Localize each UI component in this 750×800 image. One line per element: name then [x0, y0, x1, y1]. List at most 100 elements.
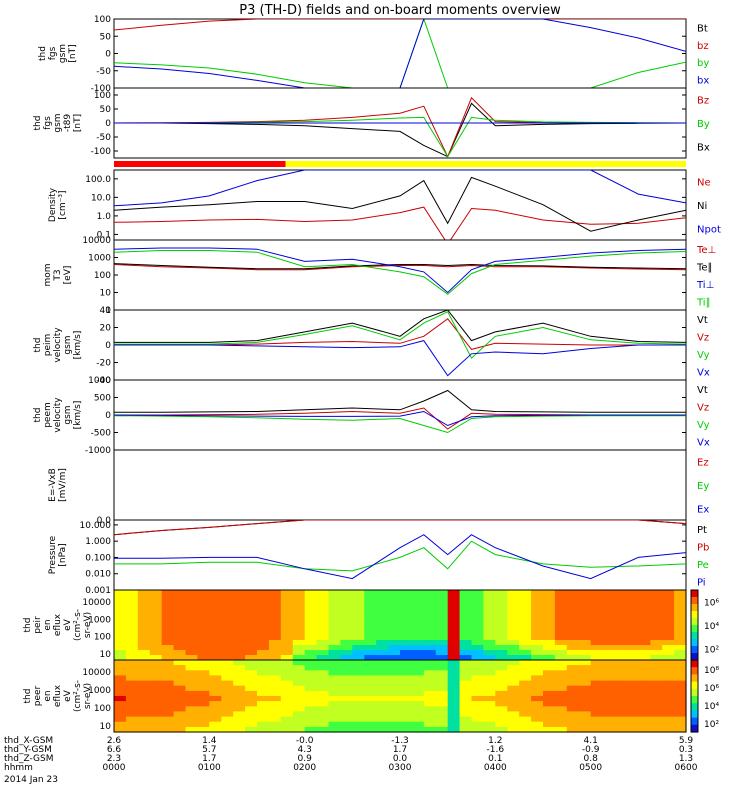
spectrogram-cell	[400, 716, 413, 723]
spectrogram-cell	[543, 625, 556, 631]
spectrogram-cell	[197, 615, 210, 621]
spectrogram-cell	[292, 590, 306, 596]
spectrogram-cell	[519, 726, 532, 733]
legend-entry: Vz	[697, 332, 709, 343]
spectrogram-cell	[590, 620, 604, 626]
footer-value: 1.3	[679, 754, 693, 764]
spectrogram-cell	[638, 721, 651, 728]
spectrogram-cell	[316, 625, 330, 631]
spectrogram-cell	[602, 675, 616, 682]
spectrogram-cell	[638, 595, 651, 601]
spectrogram-cell	[388, 645, 401, 651]
spectrogram-cell	[364, 690, 377, 697]
spectrogram-cell	[352, 690, 365, 697]
spectrogram-cell	[459, 640, 473, 646]
spectrogram-cell	[328, 701, 341, 707]
spectrogram-cell	[114, 680, 127, 687]
spectrogram-cell	[364, 620, 377, 626]
spectrogram-cell	[125, 721, 139, 728]
spectrogram-cell	[352, 665, 365, 671]
spectrogram-cell	[328, 615, 341, 621]
spectrogram-cell	[161, 721, 175, 728]
spectrogram-cell	[149, 660, 163, 666]
legend-entry: Vx	[697, 367, 710, 378]
spectrogram-cell	[435, 640, 449, 646]
spectrogram-cell	[185, 620, 198, 626]
spectrogram-cell	[471, 615, 484, 621]
spectrogram-cell	[292, 620, 306, 626]
spectrogram-cell	[578, 670, 592, 676]
spectrogram-cell	[161, 615, 175, 621]
legend-entry: bx	[697, 75, 709, 86]
spectrogram-cell	[257, 680, 270, 687]
spectrogram-cell	[554, 600, 568, 606]
spectrogram-cell	[316, 665, 330, 671]
y-tick-label: 1000	[88, 686, 111, 696]
spectrogram-cell	[161, 625, 175, 631]
spectrogram-cell	[257, 670, 270, 676]
spectrogram-cell	[352, 600, 365, 606]
spectrogram-cell	[328, 655, 341, 661]
spectrogram-cell	[626, 625, 639, 631]
spectrogram-cell	[280, 590, 294, 596]
spectrogram-cell	[257, 701, 270, 707]
spectrogram-cell	[185, 711, 198, 718]
spectrogram-cell	[507, 711, 520, 718]
spectrogram-cell	[483, 595, 496, 601]
spectrogram-cell	[137, 696, 151, 702]
spectrogram-cell	[578, 635, 592, 641]
spectrogram-cell	[423, 610, 437, 616]
spectrogram-cell	[614, 605, 627, 611]
spectrogram-cell	[233, 605, 246, 611]
spectrogram-cell	[114, 640, 127, 646]
spectrogram-cell	[185, 650, 198, 656]
spectrogram-cell	[173, 635, 187, 641]
spectrogram-cell	[459, 625, 473, 631]
spectrogram-cell	[566, 690, 580, 697]
spectrogram-cell	[531, 665, 544, 671]
spectrogram-cell	[209, 635, 222, 641]
spectrogram-cell	[328, 685, 341, 692]
spectrogram-cell	[114, 655, 127, 661]
spectrogram-cell	[233, 685, 246, 692]
spectrogram-cell	[161, 590, 175, 596]
spectrogram-cell	[447, 665, 461, 671]
series-bx	[114, 19, 686, 88]
spectrogram-cell	[674, 690, 687, 697]
spectrogram-cell	[507, 665, 520, 671]
footer-value: -0.0	[296, 736, 314, 746]
spectrogram-cell	[376, 696, 389, 702]
spectrogram-cell	[578, 711, 592, 718]
spectrogram-cell	[388, 690, 401, 697]
y-axis-label: (cm²-s-	[73, 609, 83, 641]
series-Ne	[114, 206, 686, 240]
spectrogram-cell	[197, 696, 210, 702]
spectrogram-cell	[364, 590, 377, 596]
spectrogram-cell	[114, 605, 127, 611]
spectrogram-cell	[495, 680, 508, 687]
spectrogram-cell	[233, 706, 246, 712]
spectrogram-cell	[114, 726, 127, 733]
spectrogram-cell	[566, 615, 580, 621]
spectrogram-cell	[125, 690, 139, 697]
spectrogram-cell	[376, 685, 389, 692]
spectrogram-cell	[400, 620, 413, 626]
spectrogram-cell	[650, 685, 663, 692]
spectrogram-cell	[423, 711, 437, 718]
spectrogram-cell	[483, 605, 496, 611]
spectrogram-cell	[614, 650, 627, 656]
footer-row-label: thd_Y-GSM	[4, 745, 52, 755]
footer-value: 0000	[103, 763, 126, 773]
spectrogram-cell	[173, 630, 187, 636]
spectrogram-cell	[292, 670, 306, 676]
spectrogram-cell	[125, 655, 139, 661]
spectrogram-cell	[245, 625, 258, 631]
spectrogram-cell	[268, 675, 282, 682]
spectrogram-cell	[459, 660, 473, 666]
spectrogram-cell	[209, 640, 222, 646]
spectrogram-cell	[447, 726, 461, 733]
spectrogram-cell	[507, 630, 520, 636]
